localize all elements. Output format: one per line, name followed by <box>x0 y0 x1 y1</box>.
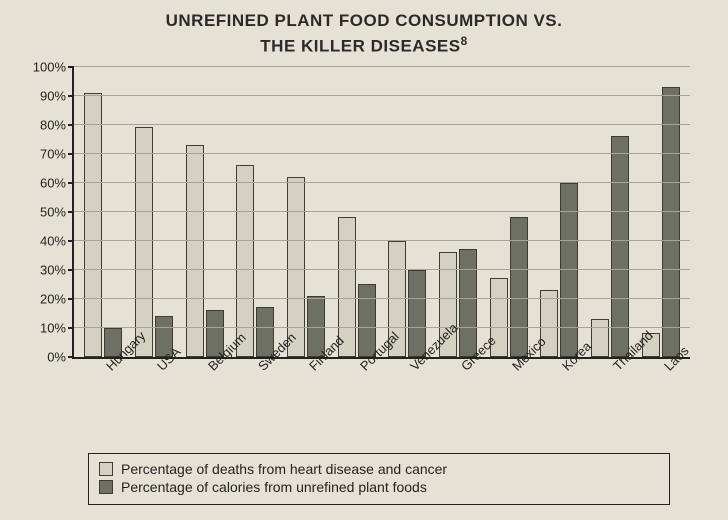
plot-area: 0%10%20%30%40%50%60%70%80%90%100% Hungar… <box>72 67 690 451</box>
y-axis-label: 40% <box>40 233 74 248</box>
x-axis-label: USA <box>129 359 180 451</box>
bar-group <box>129 67 180 357</box>
bar-group <box>382 67 433 357</box>
title-line-2: THE KILLER DISEASES8 <box>18 33 710 59</box>
title-text-2: THE KILLER DISEASES <box>260 37 460 56</box>
y-axis-label: 80% <box>40 117 74 132</box>
gridline <box>74 124 690 125</box>
x-axis-label: Sweden <box>230 359 281 451</box>
gridline <box>74 269 690 270</box>
gridline <box>74 95 690 96</box>
legend-swatch-deaths <box>99 462 113 476</box>
bar-deaths <box>287 177 305 357</box>
x-axis-label: Mexico <box>483 359 534 451</box>
bar-group <box>78 67 129 357</box>
y-axis-label: 60% <box>40 175 74 190</box>
y-axis-label: 30% <box>40 262 74 277</box>
bar-deaths <box>338 217 356 356</box>
y-axis-label: 50% <box>40 204 74 219</box>
gridline <box>74 182 690 183</box>
plot-surface: 0%10%20%30%40%50%60%70%80%90%100% <box>72 67 690 359</box>
legend-item-plant: Percentage of calories from unrefined pl… <box>99 478 659 496</box>
x-axis-label: Portugal <box>331 359 382 451</box>
bar-deaths <box>186 145 204 357</box>
bar-deaths <box>135 127 153 356</box>
bar-group <box>585 67 636 357</box>
bar-group <box>230 67 281 357</box>
legend-label-plant: Percentage of calories from unrefined pl… <box>121 479 427 495</box>
gridline <box>74 66 690 67</box>
legend-box: Percentage of deaths from heart disease … <box>88 453 670 505</box>
bar-plant <box>560 183 578 357</box>
title-footnote: 8 <box>461 34 468 48</box>
x-axis-label: Venezuela <box>382 359 433 451</box>
x-axis-label: Laos <box>635 359 686 451</box>
y-axis-label: 0% <box>47 349 74 364</box>
gridline <box>74 153 690 154</box>
x-axis-label: Thailand <box>585 359 636 451</box>
legend-swatch-plant <box>99 480 113 494</box>
gridline <box>74 298 690 299</box>
title-line-1: UNREFINED PLANT FOOD CONSUMPTION VS. <box>18 10 710 33</box>
gridline <box>74 327 690 328</box>
bar-group <box>281 67 332 357</box>
bar-deaths <box>591 319 609 357</box>
bar-group <box>331 67 382 357</box>
x-axis-label: Hungary <box>78 359 129 451</box>
y-axis-label: 90% <box>40 88 74 103</box>
bar-group <box>483 67 534 357</box>
y-axis-label: 10% <box>40 320 74 335</box>
x-axis-label: Korea <box>534 359 585 451</box>
legend-item-deaths: Percentage of deaths from heart disease … <box>99 460 659 478</box>
x-axis-label: Greece <box>433 359 484 451</box>
y-axis-label: 20% <box>40 291 74 306</box>
x-axis-label: Finland <box>281 359 332 451</box>
gridline <box>74 240 690 241</box>
x-axis-label: Belgium <box>179 359 230 451</box>
bar-plant <box>662 87 680 357</box>
bar-plant <box>459 249 477 356</box>
bar-plant <box>510 217 528 356</box>
bar-group <box>534 67 585 357</box>
bar-group <box>433 67 484 357</box>
bar-plant <box>611 136 629 356</box>
y-axis-label: 70% <box>40 146 74 161</box>
gridline <box>74 211 690 212</box>
y-axis-label: 100% <box>33 59 74 74</box>
chart-title: UNREFINED PLANT FOOD CONSUMPTION VS. THE… <box>18 10 710 59</box>
bar-plant <box>408 270 426 357</box>
x-axis-labels: HungaryUSABelgiumSwedenFinlandPortugalVe… <box>74 359 690 451</box>
bar-group <box>635 67 686 357</box>
bar-deaths <box>236 165 254 356</box>
bar-deaths <box>84 93 102 357</box>
bar-group <box>179 67 230 357</box>
bars-layer <box>74 67 690 357</box>
legend-label-deaths: Percentage of deaths from heart disease … <box>121 461 447 477</box>
